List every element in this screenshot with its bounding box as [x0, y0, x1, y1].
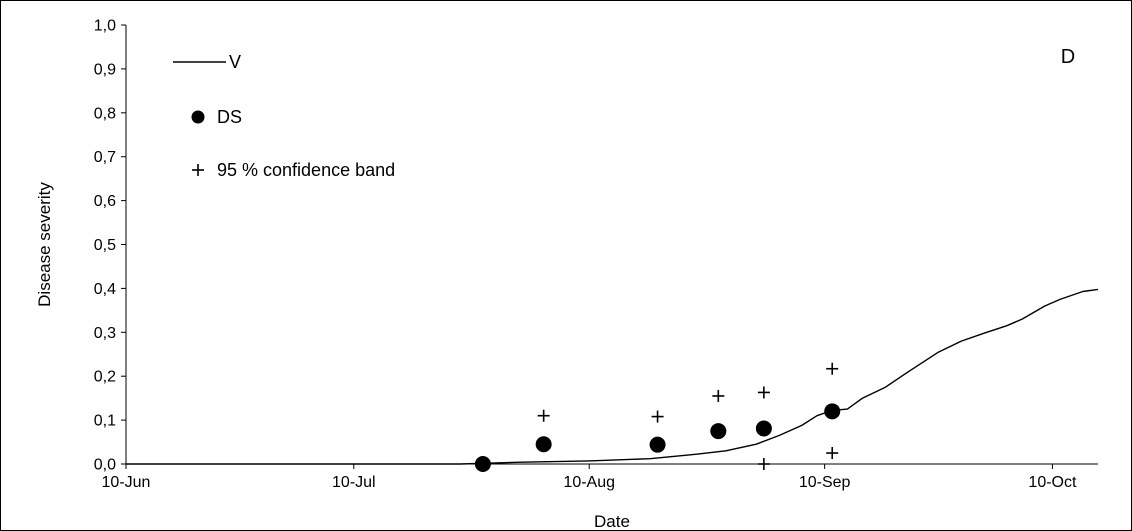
confidence-point — [826, 447, 839, 460]
x-tick-label: 10-Aug — [563, 474, 615, 491]
ds-point — [824, 403, 841, 420]
legend-label-v: V — [229, 52, 241, 72]
x-tick-label: 10-Jun — [102, 474, 151, 491]
y-axis-title: Disease severity — [35, 182, 54, 307]
legend-label-ds: DS — [217, 107, 242, 127]
y-tick-label: 0,8 — [94, 105, 116, 122]
ds-point — [710, 423, 727, 440]
ds-point — [535, 436, 552, 453]
confidence-point — [757, 458, 770, 470]
y-tick-label: 0,7 — [94, 149, 116, 166]
x-tick-label: 10-Jul — [332, 474, 376, 491]
confidence-point — [712, 389, 725, 402]
legend-circle-swatch — [191, 110, 205, 124]
legend-plus-swatch — [192, 164, 204, 176]
confidence-point — [826, 362, 839, 375]
y-tick-label: 0,6 — [94, 193, 116, 210]
y-tick-label: 0,9 — [94, 61, 116, 78]
y-tick-label: 0,0 — [94, 457, 116, 474]
x-axis-title: Date — [594, 512, 630, 531]
legend-label-confidence: 95 % confidence band — [217, 160, 395, 180]
y-tick-label: 0,1 — [94, 413, 116, 430]
ds-point — [474, 456, 491, 472]
y-tick-label: 0,4 — [94, 281, 116, 298]
y-tick-label: 1,0 — [94, 18, 116, 35]
y-tick-label: 0,2 — [94, 369, 116, 386]
ds-point — [649, 436, 666, 453]
confidence-point — [537, 409, 550, 422]
series-line-v — [126, 288, 1099, 465]
y-tick-label: 0,5 — [94, 237, 116, 254]
ds-point — [755, 420, 772, 437]
x-tick-label: 10-Oct — [1028, 474, 1077, 491]
confidence-point — [757, 386, 770, 399]
panel-label: D — [1061, 46, 1075, 68]
y-tick-label: 0,3 — [94, 325, 116, 342]
confidence-point — [651, 410, 664, 423]
x-tick-label: 10-Sep — [799, 474, 851, 491]
